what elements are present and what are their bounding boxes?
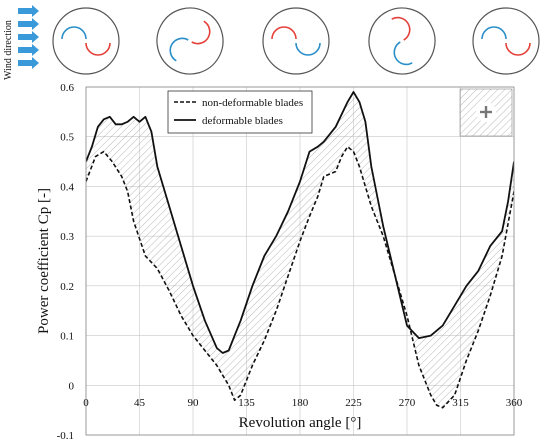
wind-direction-label: Wind direction	[3, 20, 14, 80]
x-tick-label: 45	[134, 397, 146, 409]
wind-arrow-icon	[18, 18, 39, 30]
x-tick-label: 225	[345, 397, 362, 409]
wind-arrow-icon	[18, 5, 39, 17]
x-axis-title: Revolution angle [°]	[239, 415, 362, 431]
x-tick-label: 315	[452, 397, 469, 409]
difference-area	[86, 92, 514, 408]
y-tick-label: 0	[69, 380, 75, 392]
chart: 0 45 90 135 180 225 270 315 360 -0.1 0 0.1 0.2 0.3 0.…	[36, 82, 523, 442]
wind-arrows	[18, 5, 39, 69]
legend-label-deformable: deformable blades	[202, 115, 283, 127]
legend: non-deformable blades deformable blades	[167, 90, 313, 134]
legend-box	[167, 90, 313, 134]
wind-direction-indicator: Wind direction	[3, 5, 39, 80]
rotor-icon	[262, 7, 330, 75]
y-tick-label: 0.5	[60, 132, 74, 144]
series-lines	[86, 91, 514, 409]
x-tick-label: 135	[238, 397, 255, 409]
y-tick-label: 0.1	[60, 331, 74, 343]
y-tick-label: 0.4	[60, 181, 74, 193]
wind-arrow-icon	[18, 31, 39, 43]
series-line-deformable	[86, 91, 514, 354]
x-tick-label: 360	[506, 397, 523, 409]
series-line-non-deformable	[86, 145, 514, 409]
wind-arrow-icon	[18, 57, 39, 69]
x-tick-label: 90	[188, 397, 200, 409]
wind-arrow-icon	[18, 44, 39, 56]
y-tick-labels: -0.1 0 0.1 0.2 0.3 0.4 0.5 0.6	[57, 82, 75, 442]
hatch-swatch	[459, 88, 513, 137]
x-tick-labels: 0 45 90 135 180 225 270 315 360	[83, 397, 523, 409]
y-tick-label: 0.6	[60, 82, 74, 94]
plot-frame	[85, 86, 515, 436]
x-tick-label: 0	[83, 397, 89, 409]
rotor-icon	[368, 7, 436, 75]
y-tick-label: 0.3	[60, 231, 74, 243]
rotor-icon	[156, 7, 224, 75]
y-tick-label: -0.1	[57, 430, 74, 442]
rotor-icon	[472, 7, 540, 75]
legend-label-non-deformable: non-deformable blades	[202, 97, 303, 109]
y-tick-label: 0.2	[60, 281, 74, 293]
difference-hatch	[86, 92, 514, 408]
x-tick-label: 180	[292, 397, 309, 409]
rotor-icon	[52, 7, 120, 75]
y-axis-title: Power coefficient Cp [-]	[36, 188, 52, 334]
x-tick-label: 270	[399, 397, 416, 409]
rotor-schematics	[52, 7, 540, 75]
